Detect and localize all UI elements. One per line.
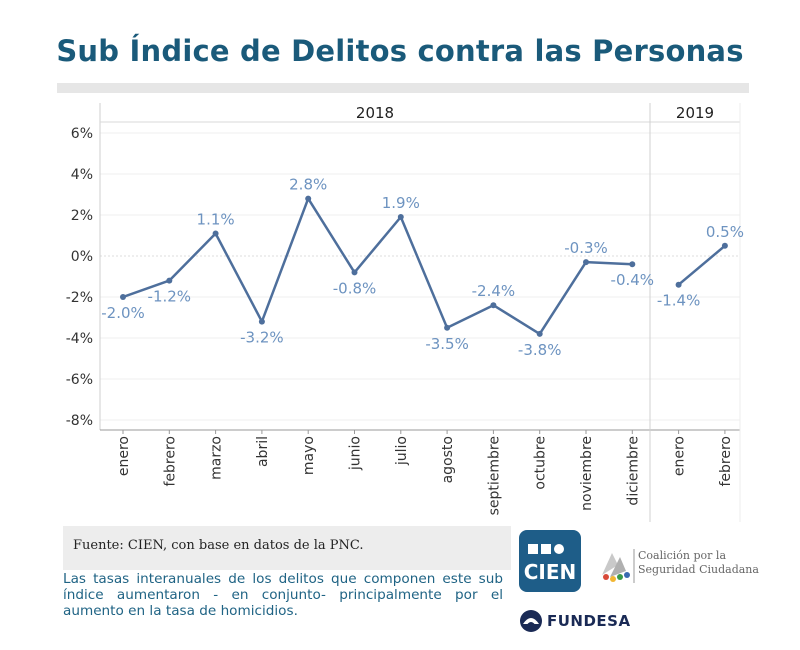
data-point xyxy=(721,242,728,249)
source-box: Fuente: CIEN, con base en datos de la PN… xyxy=(63,526,511,570)
coalicion-logo: Coalición por la Seguridad Ciudadana xyxy=(596,545,766,585)
data-label: -0.4% xyxy=(611,271,655,289)
data-label: -1.4% xyxy=(657,292,701,310)
x-tick-label: abril xyxy=(255,436,271,467)
data-label: -2.4% xyxy=(472,282,516,300)
note-text: Las tasas interanuales de los delitos qu… xyxy=(63,571,503,619)
x-tick-label: febrero xyxy=(718,436,734,487)
x-tick-label: mayo xyxy=(301,436,317,475)
data-point xyxy=(629,261,636,268)
x-tick-label: enero xyxy=(116,436,132,476)
data-label: -0.3% xyxy=(564,239,608,257)
data-point xyxy=(212,230,219,237)
data-point xyxy=(444,324,451,331)
cien-logo: CIEN xyxy=(519,530,581,592)
data-point xyxy=(120,294,126,300)
y-tick-label: 6% xyxy=(71,126,93,142)
y-tick-label: 4% xyxy=(71,167,93,183)
x-tick-label: septiembre xyxy=(486,436,502,515)
data-point xyxy=(166,277,173,284)
y-tick-label: -4% xyxy=(66,331,93,347)
fundesa-logo-text: FUNDESA xyxy=(547,612,631,630)
coalicion-logo-text: Coalición por la Seguridad Ciudadana xyxy=(638,549,759,576)
chart-title: Sub Índice de Delitos contra las Persona… xyxy=(56,34,744,68)
data-point xyxy=(397,214,404,221)
year-header-2018: 2018 xyxy=(356,104,394,122)
data-point xyxy=(583,259,589,266)
y-tick-label: -6% xyxy=(66,372,93,388)
x-tick-label: noviembre xyxy=(579,436,595,511)
series-line-2018 xyxy=(122,197,633,336)
x-tick-label: agosto xyxy=(440,436,456,483)
data-point xyxy=(305,195,312,202)
y-tick-label: -2% xyxy=(66,290,93,306)
data-label: 2.8% xyxy=(289,176,327,194)
x-tick-label: octubre xyxy=(533,436,549,490)
source-text: Fuente: CIEN, con base en datos de la PN… xyxy=(73,538,364,553)
data-label: -2.0% xyxy=(101,304,145,322)
data-label: -3.5% xyxy=(425,335,469,353)
data-label: -3.2% xyxy=(240,329,284,347)
y-tick-label: 2% xyxy=(71,208,93,224)
fundesa-logo: FUNDESA xyxy=(519,608,679,638)
x-tick-label: junio xyxy=(348,436,364,471)
x-tick-label: julio xyxy=(394,436,410,466)
fundesa-logo-icon xyxy=(520,610,542,632)
title-underline-band xyxy=(57,83,749,93)
data-point xyxy=(675,281,682,288)
data-label: -0.8% xyxy=(333,279,377,297)
data-point xyxy=(536,330,543,337)
y-tick-label: -8% xyxy=(66,413,93,429)
data-label: -1.2% xyxy=(148,288,192,306)
x-tick-label: febrero xyxy=(162,436,178,487)
data-label: 1.1% xyxy=(197,210,235,228)
cien-logo-text: CIEN xyxy=(523,560,577,584)
data-point xyxy=(351,269,358,276)
data-label: 1.9% xyxy=(382,194,420,212)
series-line-2019 xyxy=(677,244,726,286)
data-label: -3.8% xyxy=(518,341,562,359)
data-label: 0.5% xyxy=(706,223,744,241)
x-tick-label: diciembre xyxy=(625,436,641,506)
data-point xyxy=(490,302,497,309)
y-tick-label: 0% xyxy=(71,249,93,265)
coalicion-logo-icon xyxy=(602,549,635,583)
x-tick-label: enero xyxy=(672,436,688,476)
x-tick-label: marzo xyxy=(209,436,225,480)
year-header-2019: 2019 xyxy=(676,104,714,122)
data-point xyxy=(258,318,265,325)
